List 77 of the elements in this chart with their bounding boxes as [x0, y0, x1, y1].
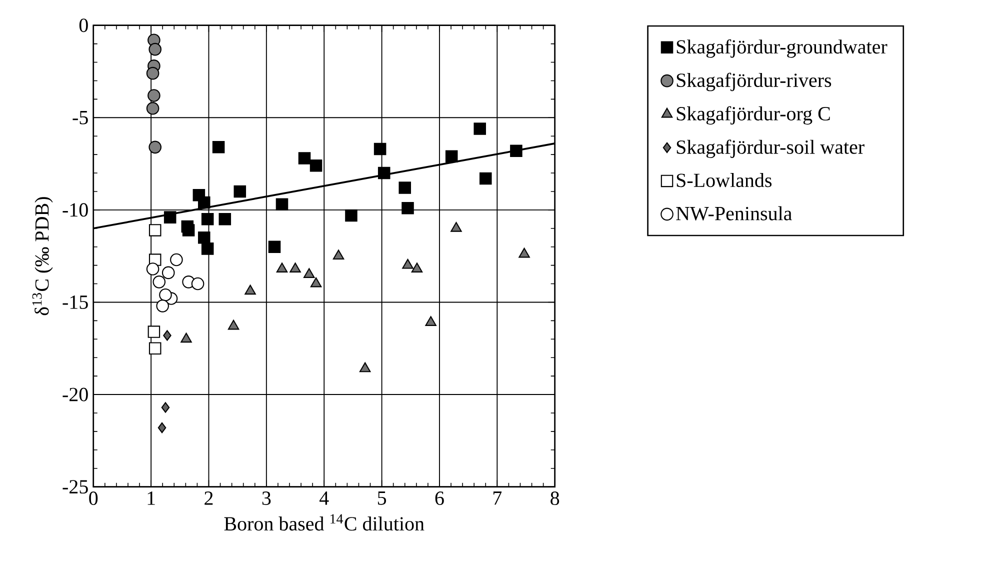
point	[310, 160, 322, 172]
point	[146, 102, 160, 115]
point	[148, 342, 162, 355]
point	[148, 89, 160, 102]
y-tick-label: 0	[79, 18, 88, 32]
x-tick-label: 6	[435, 492, 444, 506]
point	[182, 224, 195, 236]
point	[159, 288, 172, 302]
point	[198, 232, 210, 244]
x-tick-label: 7	[493, 492, 502, 505]
y-tick-label: -20	[62, 388, 88, 402]
point	[191, 277, 204, 290]
point	[156, 300, 169, 312]
point	[310, 277, 322, 288]
point	[345, 209, 358, 222]
point	[398, 182, 412, 194]
point	[510, 144, 522, 158]
point	[411, 262, 423, 273]
point	[474, 122, 486, 135]
point	[244, 284, 256, 295]
x-tick-label: 0	[89, 492, 98, 506]
point	[445, 150, 458, 163]
point	[152, 276, 166, 288]
point	[228, 320, 240, 330]
point	[303, 268, 315, 278]
point	[201, 213, 214, 226]
point	[290, 262, 301, 273]
point	[146, 262, 160, 276]
point	[268, 240, 281, 254]
point	[212, 141, 225, 154]
point	[146, 67, 160, 80]
x-tick-label: 2	[204, 492, 213, 505]
point	[148, 140, 162, 154]
point	[518, 248, 530, 258]
point	[148, 326, 160, 338]
point	[158, 422, 166, 434]
point	[276, 198, 288, 211]
point	[161, 402, 170, 413]
legend-label: S-Lowlands	[676, 173, 772, 188]
x-tick-label: 4	[320, 492, 329, 505]
point	[170, 253, 183, 266]
legend-label: Skagafjördur-rivers	[676, 72, 832, 92]
y-tick-label: -25	[62, 480, 88, 494]
point	[148, 224, 162, 236]
legend-label: Skagafjördur-org C	[676, 106, 830, 125]
point	[378, 166, 390, 180]
point	[162, 266, 175, 280]
point	[402, 258, 414, 269]
point	[298, 152, 311, 164]
point	[164, 211, 176, 224]
x-tick-label: 3	[262, 492, 271, 506]
point	[374, 142, 386, 156]
x-tick-label: 5	[378, 492, 386, 505]
point	[148, 43, 162, 56]
legend-label: Skagafjördur-soil water	[676, 140, 864, 158]
point	[234, 185, 246, 198]
point	[332, 250, 344, 260]
x-tick-label: 8	[550, 492, 560, 506]
point	[359, 362, 371, 372]
point	[198, 196, 210, 209]
point	[180, 332, 192, 343]
legend-label: Skagafjördur-groundwater	[676, 39, 888, 58]
point	[479, 172, 492, 185]
y-tick-label: -5	[72, 111, 88, 124]
point	[425, 316, 436, 326]
point	[450, 222, 462, 232]
legend-label: NW-Peninsula	[676, 206, 792, 221]
y-axis-title: δ$^{13}$C (‰ PDB)	[32, 197, 53, 316]
point	[218, 213, 232, 226]
x-axis-title: Boron based $^{14}$C dilution	[224, 514, 424, 531]
y-tick-label: -10	[62, 203, 88, 217]
y-tick-label: -15	[62, 296, 88, 309]
x-tick-label: 1	[148, 492, 155, 505]
point	[163, 330, 172, 341]
point	[402, 202, 414, 214]
point	[276, 262, 288, 273]
point	[201, 242, 214, 255]
